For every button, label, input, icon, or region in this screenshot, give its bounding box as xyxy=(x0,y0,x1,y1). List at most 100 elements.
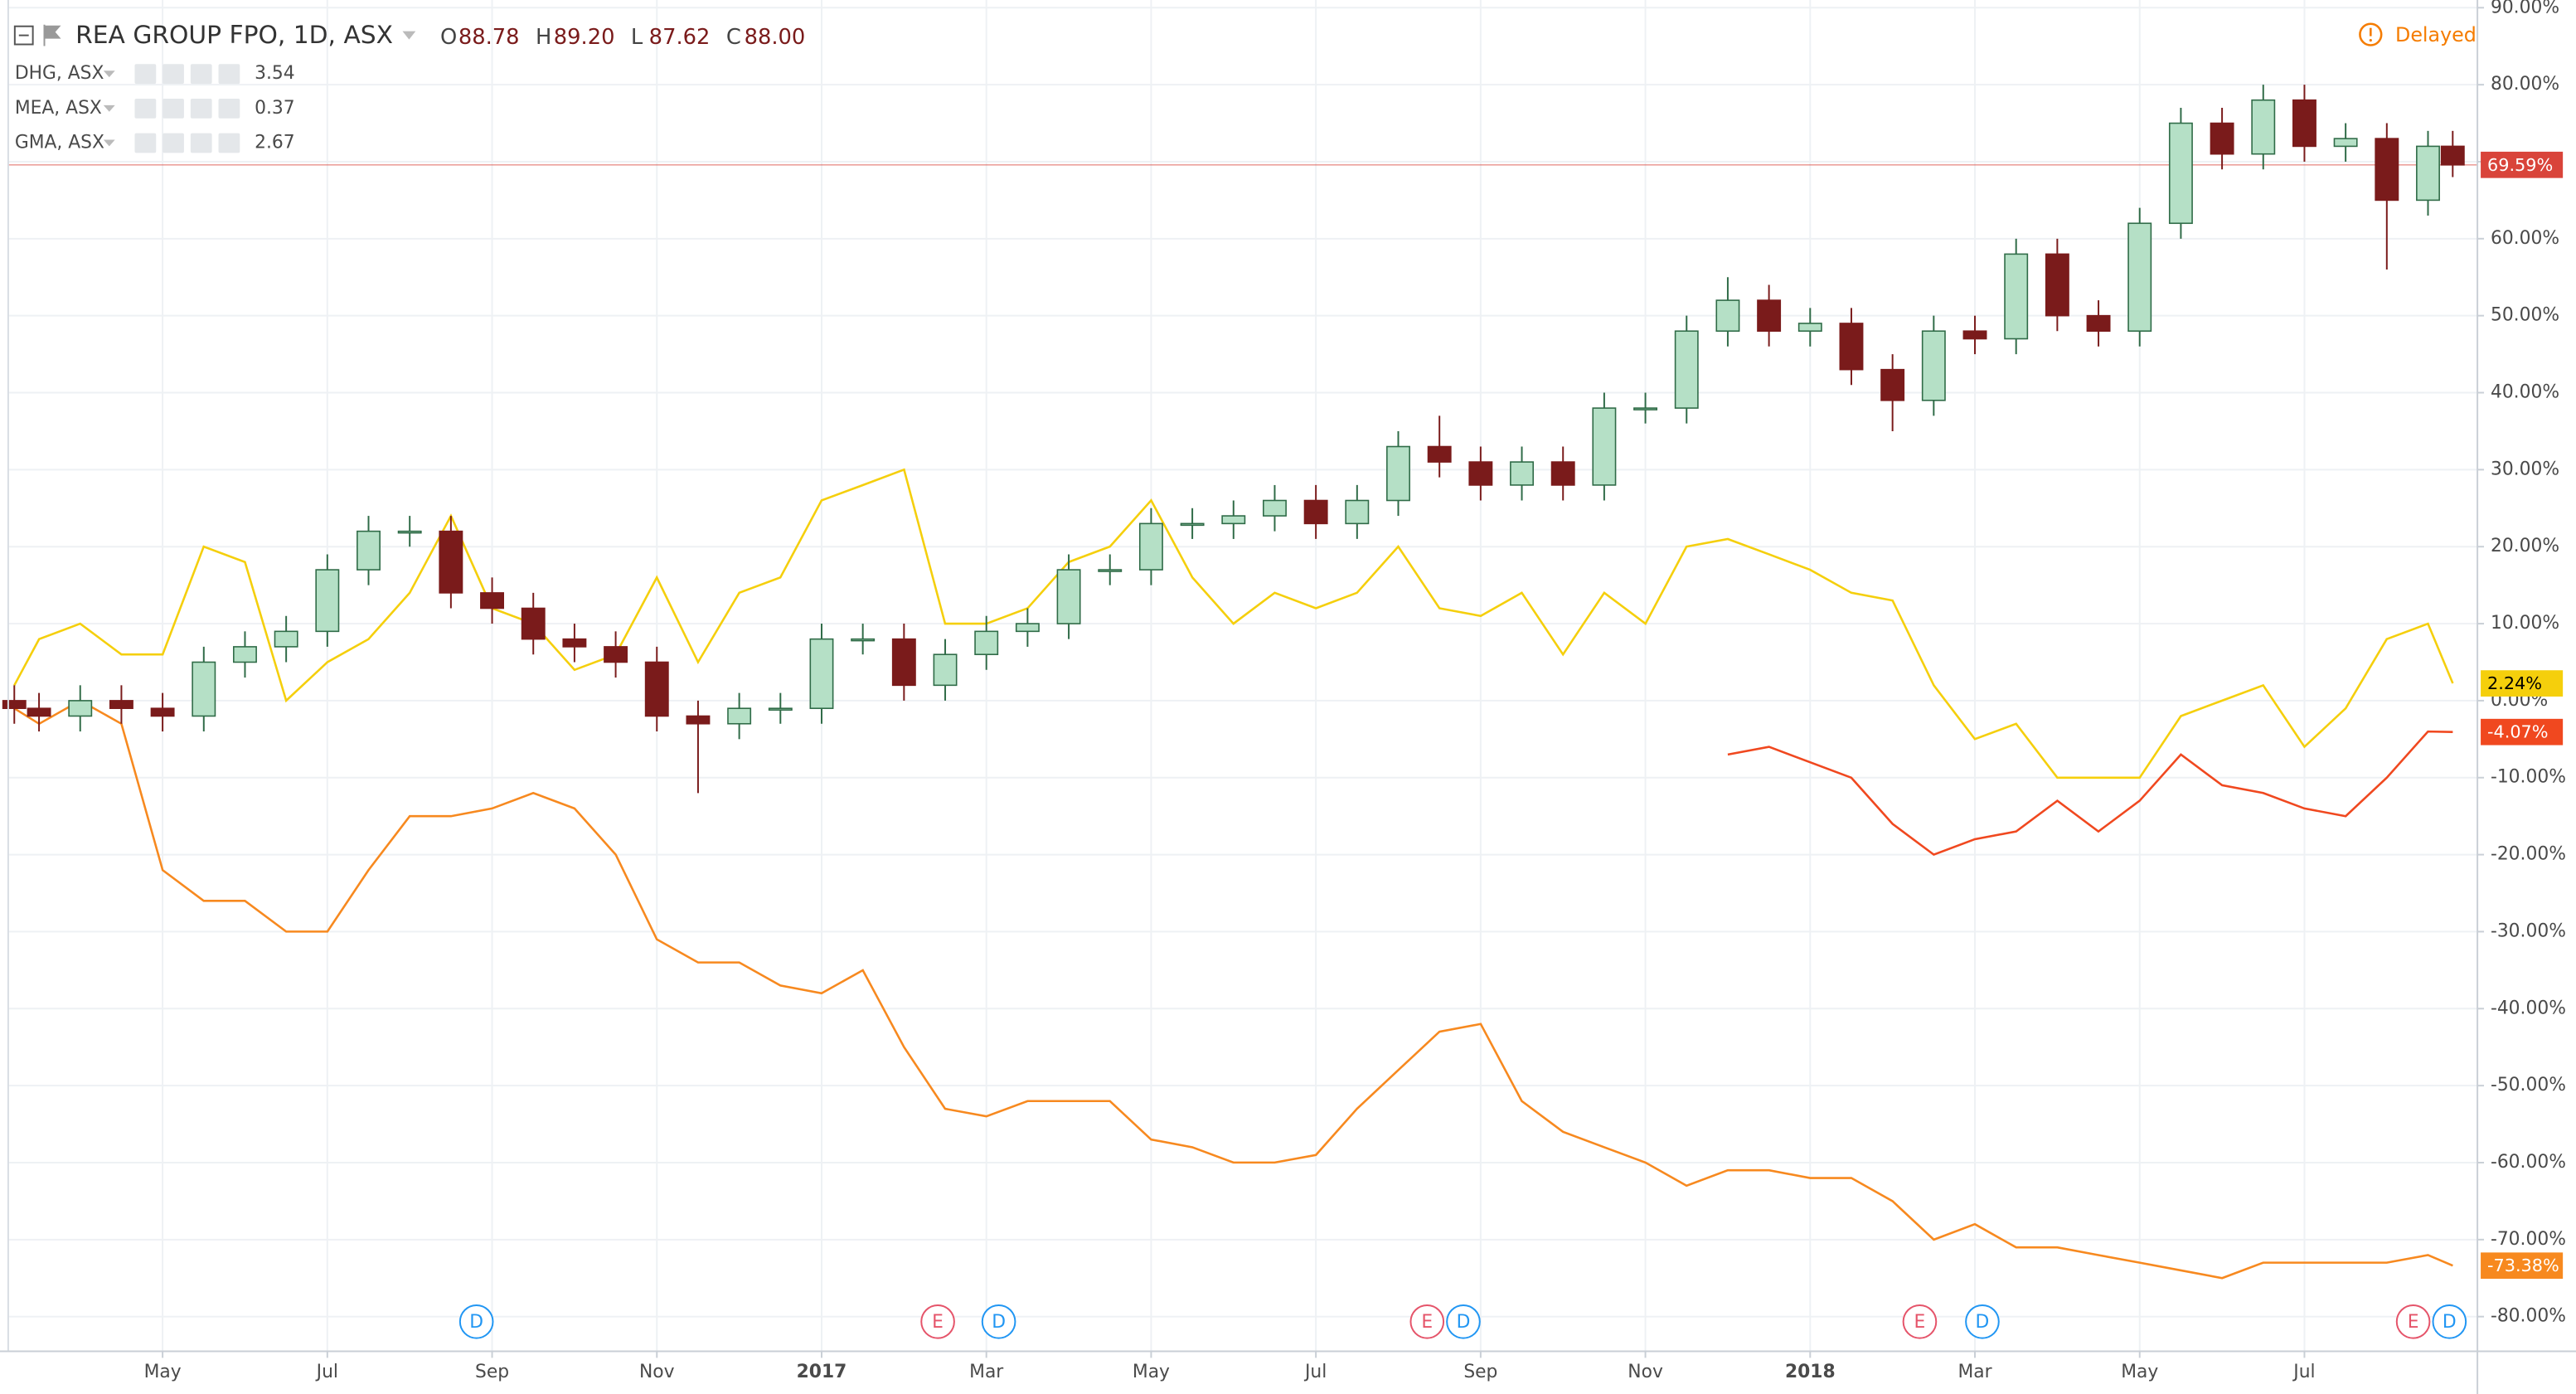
y-tick-label: 60.00% xyxy=(2491,228,2559,249)
legend-caret[interactable] xyxy=(103,139,115,147)
candle-body xyxy=(1303,499,1328,525)
legend-caret[interactable] xyxy=(103,70,115,78)
x-tick-label: Nov xyxy=(639,1362,675,1382)
last-value-box xyxy=(2481,151,2564,178)
legend-button[interactable] xyxy=(190,133,212,153)
legend-button[interactable] xyxy=(134,64,157,85)
legend-caret[interactable] xyxy=(103,104,115,112)
event-label: E xyxy=(1914,1312,1926,1333)
legend-button[interactable] xyxy=(134,133,157,153)
ohlc-value: 87.62 xyxy=(649,25,711,50)
legend-button[interactable] xyxy=(163,98,184,119)
last-value-label: -73.38% xyxy=(2487,1256,2559,1275)
event-marker[interactable] xyxy=(1965,1304,2000,1339)
candle-body xyxy=(1098,569,1123,572)
last-value-box xyxy=(2481,1252,2564,1280)
x-tick-label: Mar xyxy=(969,1362,1003,1382)
event-marker[interactable] xyxy=(2395,1304,2431,1339)
candle-body xyxy=(2333,138,2358,148)
legend-button[interactable] xyxy=(218,64,240,85)
candle-body xyxy=(1592,407,1617,486)
x-tick-label: May xyxy=(144,1362,182,1382)
event-marker[interactable] xyxy=(981,1304,1016,1339)
candle-body xyxy=(357,530,381,571)
y-tick-label: 50.00% xyxy=(2491,305,2559,326)
candle-body xyxy=(1757,299,1782,333)
status-icon xyxy=(2359,22,2383,46)
candle-body xyxy=(2,700,27,709)
ohlc-value: 88.78 xyxy=(458,25,520,50)
candle-body xyxy=(27,707,51,717)
candle-body xyxy=(686,715,711,725)
x-tick-label: Sep xyxy=(475,1362,509,1382)
candle-body xyxy=(727,707,752,725)
legend-button[interactable] xyxy=(190,64,212,85)
legend-button[interactable] xyxy=(190,98,212,119)
event-label: E xyxy=(2408,1312,2419,1333)
candle-body xyxy=(562,638,587,648)
event-label: E xyxy=(932,1312,944,1333)
candle-body xyxy=(274,630,298,648)
candle-body xyxy=(521,607,546,640)
legend-button[interactable] xyxy=(218,98,240,119)
labels: 90.00%80.00%70.00%60.00%50.00%40.00%30.0… xyxy=(144,0,2566,1382)
event-marker[interactable] xyxy=(1902,1304,1938,1339)
collapse-icon[interactable] xyxy=(13,25,34,46)
flag-icon[interactable] xyxy=(43,24,61,46)
y-tick-label: -80.00% xyxy=(2491,1306,2566,1327)
legend-button[interactable] xyxy=(134,98,157,119)
status-icon-dot xyxy=(2369,38,2372,42)
legend-value: 2.67 xyxy=(255,132,295,153)
ohlc-key: L xyxy=(631,25,643,50)
candle-body xyxy=(1263,499,1287,517)
legend-button[interactable] xyxy=(163,133,184,153)
last-value-label: 69.59% xyxy=(2487,155,2553,175)
candle-body xyxy=(2127,222,2152,333)
dropdown-caret[interactable] xyxy=(402,31,416,40)
legend-button[interactable] xyxy=(218,133,240,153)
candle-body xyxy=(150,707,175,717)
legend: DHG, ASX 3.54 MEA, ASX 0.37 GMA, ASX 2.67 xyxy=(15,63,295,153)
symbol-title: REA GROUP FPO, 1D, ASX xyxy=(75,21,393,50)
candle-body xyxy=(1468,461,1493,486)
candle-body xyxy=(2375,138,2399,202)
candle-body xyxy=(2292,99,2316,148)
legend-value: 3.54 xyxy=(255,63,295,84)
candle-body xyxy=(768,707,793,711)
y-tick-label: 30.00% xyxy=(2491,459,2559,479)
event-marker[interactable] xyxy=(2432,1304,2467,1339)
candle-body xyxy=(2086,314,2111,333)
legend-name: GMA, ASX xyxy=(15,132,104,153)
ohlc-value: 88.00 xyxy=(745,25,806,50)
x-tick-label: Sep xyxy=(1463,1362,1497,1382)
y-tick-label: 20.00% xyxy=(2491,536,2559,556)
x-tick-label: 2018 xyxy=(1785,1362,1836,1382)
candle-body xyxy=(1221,515,1246,525)
event-label: D xyxy=(992,1312,1006,1333)
candle-body xyxy=(1510,461,1534,486)
event-marker[interactable] xyxy=(1409,1304,1445,1339)
x-tick-label: Jul xyxy=(2292,1362,2315,1382)
y-tick-label: 10.00% xyxy=(2491,613,2559,634)
status-text: Delayed xyxy=(2395,23,2477,46)
event-marker[interactable] xyxy=(458,1304,494,1339)
ohlc-key: O xyxy=(440,25,457,50)
candle-body xyxy=(2045,253,2069,317)
candle-body xyxy=(644,661,669,717)
x-tick-label: Jul xyxy=(315,1362,338,1382)
candle-body xyxy=(1015,623,1040,633)
candle-body xyxy=(192,661,216,717)
x-tick-label: Mar xyxy=(1957,1362,1991,1382)
x-tick-label: May xyxy=(1133,1362,1170,1382)
candle-body xyxy=(974,630,999,655)
event-marker[interactable] xyxy=(1446,1304,1481,1339)
legend-button[interactable] xyxy=(163,64,184,85)
event-marker[interactable] xyxy=(920,1304,955,1339)
candle-body xyxy=(2168,122,2193,225)
candle-body xyxy=(2251,99,2276,155)
candle-body xyxy=(397,530,422,534)
ohlc-value: 89.20 xyxy=(554,25,615,50)
candle-body xyxy=(2004,253,2029,340)
